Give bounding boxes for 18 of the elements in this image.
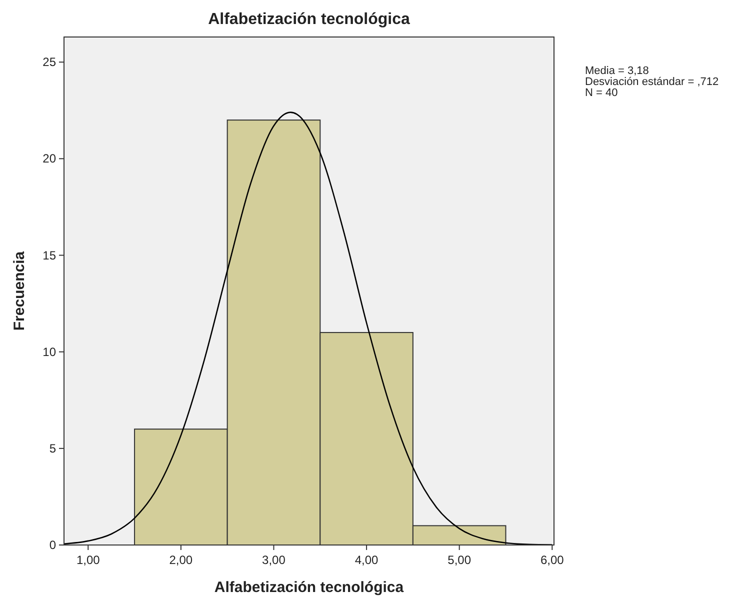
x-tick-label: 2,00 (169, 553, 193, 567)
text: Desviación estándar = ,712 (585, 76, 719, 88)
x-tick-label: 1,00 (76, 553, 100, 567)
y-tick-label: 25 (42, 55, 56, 70)
chart-title: Alfabetización tecnológica (208, 11, 410, 28)
x-tick-label: 3,00 (262, 553, 286, 567)
y-axis-title: Frecuencia (11, 250, 28, 331)
y-tick-label: 10 (42, 344, 56, 359)
x-tick-label: 5,00 (448, 553, 472, 567)
text: Media = 3,18 (585, 65, 649, 77)
x-tick-label: 4,00 (354, 553, 379, 567)
text: N = 40 (585, 87, 618, 99)
y-tick-label: 0 (49, 538, 56, 552)
x-axis-title: Alfabetización tecnológica (214, 579, 404, 596)
y-tick-label: 15 (42, 248, 56, 262)
y-tick-label: 20 (42, 152, 56, 166)
x-tick-label: 6,00 (540, 553, 564, 567)
y-tick-label: 5 (49, 441, 56, 456)
